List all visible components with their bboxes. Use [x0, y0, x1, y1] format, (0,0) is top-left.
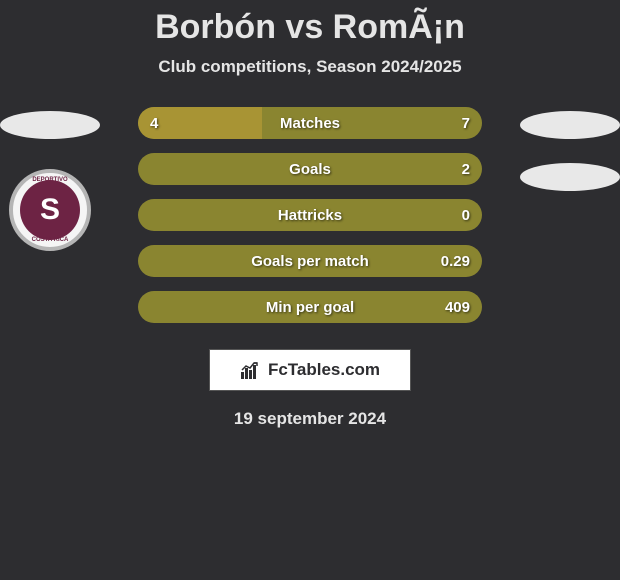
stat-right-value: 0.29 — [441, 253, 470, 270]
stats-bars: 4 Matches 7 Goals 2 Hattricks 0 Goals per match… — [120, 107, 500, 323]
stat-label: Goals per match — [251, 253, 369, 270]
stat-label: Hattricks — [278, 207, 342, 224]
stat-right-value: 2 — [462, 161, 470, 178]
date-label: 19 september 2024 — [234, 409, 386, 429]
stat-right-value: 0 — [462, 207, 470, 224]
stat-bar: Goals 2 — [138, 153, 482, 185]
club-logo-letter: S — [20, 180, 80, 240]
stat-label: Matches — [280, 115, 340, 132]
footer-brand-box[interactable]: FcTables.com — [209, 349, 411, 391]
stat-bar: 4 Matches 7 — [138, 107, 482, 139]
page-subtitle: Club competitions, Season 2024/2025 — [158, 57, 461, 77]
player-avatar-right — [520, 111, 620, 139]
club-logo-top-text: DEPORTIVO — [32, 177, 67, 183]
stat-bar: Hattricks 0 — [138, 199, 482, 231]
main-row: DEPORTIVO S COSTA RICA 4 Matches 7 Goals 2 Ha… — [0, 107, 620, 323]
player-avatar-left — [0, 111, 100, 139]
club-logo-right-placeholder — [520, 163, 620, 191]
stat-label: Goals — [289, 161, 331, 178]
left-column: DEPORTIVO S COSTA RICA — [0, 107, 100, 251]
stat-right-value: 7 — [462, 115, 470, 132]
comparison-widget: Borbón vs RomÃ¡n Club competitions, Seas… — [0, 0, 620, 429]
stat-bar: Goals per match 0.29 — [138, 245, 482, 277]
stat-bar: Min per goal 409 — [138, 291, 482, 323]
stat-left-value: 4 — [150, 115, 158, 132]
page-title: Borbón vs RomÃ¡n — [155, 8, 465, 47]
stat-label: Min per goal — [266, 299, 354, 316]
stat-right-value: 409 — [445, 299, 470, 316]
club-logo-bottom-text: COSTA RICA — [32, 237, 69, 243]
club-logo-left: DEPORTIVO S COSTA RICA — [9, 169, 91, 251]
footer-brand-text: FcTables.com — [268, 360, 380, 380]
bars-icon — [240, 360, 260, 380]
right-column — [520, 107, 620, 191]
